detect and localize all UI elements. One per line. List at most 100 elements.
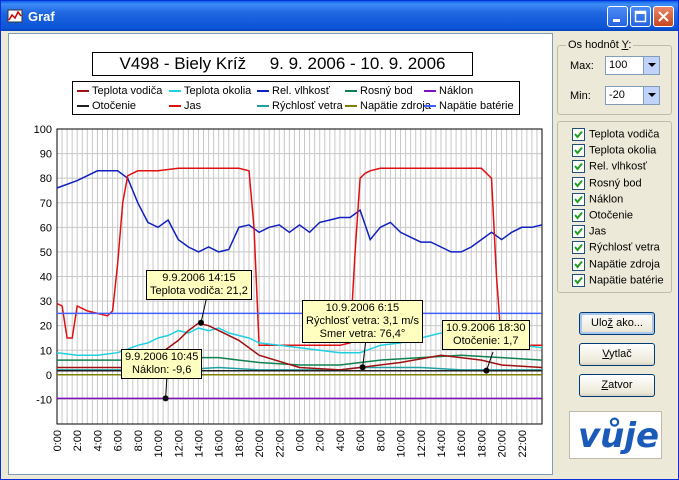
series-line — [56, 327, 543, 356]
x-tick-label: 4:00 — [92, 430, 104, 451]
x-tick-label: 2:00 — [72, 430, 84, 451]
checkmark-icon — [574, 276, 583, 285]
checkbox-label: Rosný bod — [589, 177, 642, 190]
max-value: 100 — [609, 59, 628, 71]
x-tick-label: 22:00 — [274, 430, 286, 458]
x-tick-label: 2:00 — [315, 430, 327, 451]
min-label: Min: — [570, 90, 591, 102]
min-select[interactable]: -20 — [605, 86, 660, 105]
checkmark-icon — [574, 260, 583, 269]
x-tick-label: 18:00 — [234, 430, 246, 458]
series-visibility-group: Teplota vodiča Teplota okolia Rel. vlhkosť… — [557, 121, 672, 293]
print-button[interactable]: Vytlač — [579, 343, 655, 366]
data-marker — [162, 395, 169, 402]
maximize-button[interactable] — [630, 6, 651, 27]
series-checkbox[interactable]: Napätie zdroja — [572, 257, 660, 273]
legend-swatch — [257, 90, 269, 93]
checkbox-label: Rýchlosť vetra — [589, 241, 660, 254]
print-label-key: V — [602, 348, 610, 360]
title-bar[interactable]: Graf — [1, 1, 678, 31]
x-tick-label: 20:00 — [254, 430, 266, 458]
minimize-icon — [613, 19, 620, 22]
checkbox-label: Napätie zdroja — [589, 258, 660, 271]
x-tick-label: 0:00 — [52, 430, 64, 451]
x-tick-label: 12:00 — [173, 430, 185, 458]
legend-label: Teplota okolia — [184, 85, 252, 97]
checkbox-box[interactable] — [572, 257, 585, 271]
legend-swatch — [169, 90, 181, 93]
vuje-logo: vůje — [569, 411, 662, 459]
chart-title: V498 - Biely Kríž 9. 9. 2006 - 10. 9. 20… — [92, 52, 473, 76]
series-checkbox[interactable]: Rel. vlhkosť — [572, 160, 647, 175]
chevron-down-icon — [648, 93, 656, 97]
series-checkbox[interactable]: Napätie batérie — [572, 273, 664, 289]
legend-label: Náklon — [439, 85, 474, 97]
minimize-button[interactable] — [607, 6, 628, 27]
x-tick-label: 14:00 — [436, 430, 448, 458]
chart-app-icon — [7, 9, 23, 23]
legend-item: Teplota okolia — [169, 84, 251, 98]
checkbox-box[interactable] — [572, 160, 585, 174]
max-label: Max: — [570, 60, 594, 72]
series-checkbox[interactable]: Náklon — [572, 192, 623, 208]
save-as-button[interactable]: Ulož ako... — [579, 312, 655, 335]
tooltip-tilt: 9.9.2006 10:45 Náklon: -9,6 — [121, 349, 203, 379]
y-axis-group-title: Os hodnôt Y: — [566, 39, 634, 51]
legend-item: Napätie batérie — [424, 99, 514, 113]
close-button[interactable]: Zatvor — [579, 374, 655, 397]
checkbox-label: Teplota vodiča — [589, 128, 660, 141]
tooltip-line: Rýchlosť vetra: 3,1 m/s — [306, 315, 419, 327]
checkbox-box[interactable] — [572, 144, 585, 158]
x-tick-label: 16:00 — [214, 430, 226, 458]
min-value: -20 — [609, 89, 625, 101]
y-axis-title-prefix: Os hodnôt — [568, 39, 622, 51]
y-axis-title-suffix: : — [628, 39, 632, 51]
checkmark-icon — [574, 179, 583, 188]
close-label-key: Z — [601, 379, 609, 391]
checkbox-box[interactable] — [572, 176, 585, 190]
checkbox-box[interactable] — [572, 128, 585, 141]
checkbox-label: Otočenie — [589, 209, 634, 222]
legend-swatch — [345, 105, 357, 108]
series-checkbox[interactable]: Rosný bod — [572, 176, 642, 192]
client-area: V498 - Biely Kríž 9. 9. 2006 - 10. 9. 20… — [4, 31, 675, 477]
max-dropdown-button[interactable] — [643, 57, 659, 74]
y-tick-label: 40 — [40, 272, 52, 284]
window-title: Graf — [28, 9, 55, 24]
checkmark-icon — [574, 147, 583, 155]
legend-item: Otočenie — [77, 99, 136, 113]
series-checkbox[interactable]: Teplota okolia — [572, 144, 656, 159]
tooltip-pointer — [362, 338, 367, 368]
series-checkbox[interactable]: Teplota vodiča — [572, 128, 659, 143]
x-tick-label: 10:00 — [396, 430, 408, 458]
checkbox-box[interactable] — [572, 225, 585, 239]
legend-label: Napätie zdroja — [360, 100, 431, 112]
checkbox-box[interactable] — [572, 273, 585, 287]
checkbox-box[interactable] — [572, 209, 585, 222]
close-window-button[interactable] — [653, 6, 674, 27]
save-label-key: ž — [607, 317, 614, 329]
checkbox-box[interactable] — [572, 192, 585, 206]
close-icon — [658, 11, 669, 22]
checkmark-icon — [574, 130, 583, 139]
legend-label: Napätie batérie — [439, 100, 514, 112]
tooltip-line: Teplota vodiča: 21,2 — [150, 285, 248, 297]
min-dropdown-button[interactable] — [643, 87, 659, 104]
y-tick-label: 50 — [40, 247, 52, 259]
legend-swatch — [257, 105, 269, 108]
legend-label: Jas — [184, 100, 202, 112]
checkbox-box[interactable] — [572, 241, 585, 255]
y-tick-label: 70 — [40, 198, 52, 210]
series-checkbox[interactable]: Jas — [572, 225, 606, 240]
tooltip-line: Smer vetra: 76,4° — [319, 328, 406, 340]
series-checkbox[interactable]: Otočenie — [572, 209, 633, 224]
x-tick-label: 14:00 — [193, 430, 205, 458]
max-select[interactable]: 100 — [605, 56, 660, 75]
legend-swatch — [424, 90, 436, 93]
tooltip-line: Náklon: -9,6 — [132, 364, 192, 376]
series-checkbox[interactable]: Rýchlosť vetra — [572, 241, 660, 256]
y-axis-title-key: Y — [621, 39, 629, 51]
legend-swatch — [77, 90, 89, 93]
x-tick-label: 18:00 — [476, 430, 488, 458]
